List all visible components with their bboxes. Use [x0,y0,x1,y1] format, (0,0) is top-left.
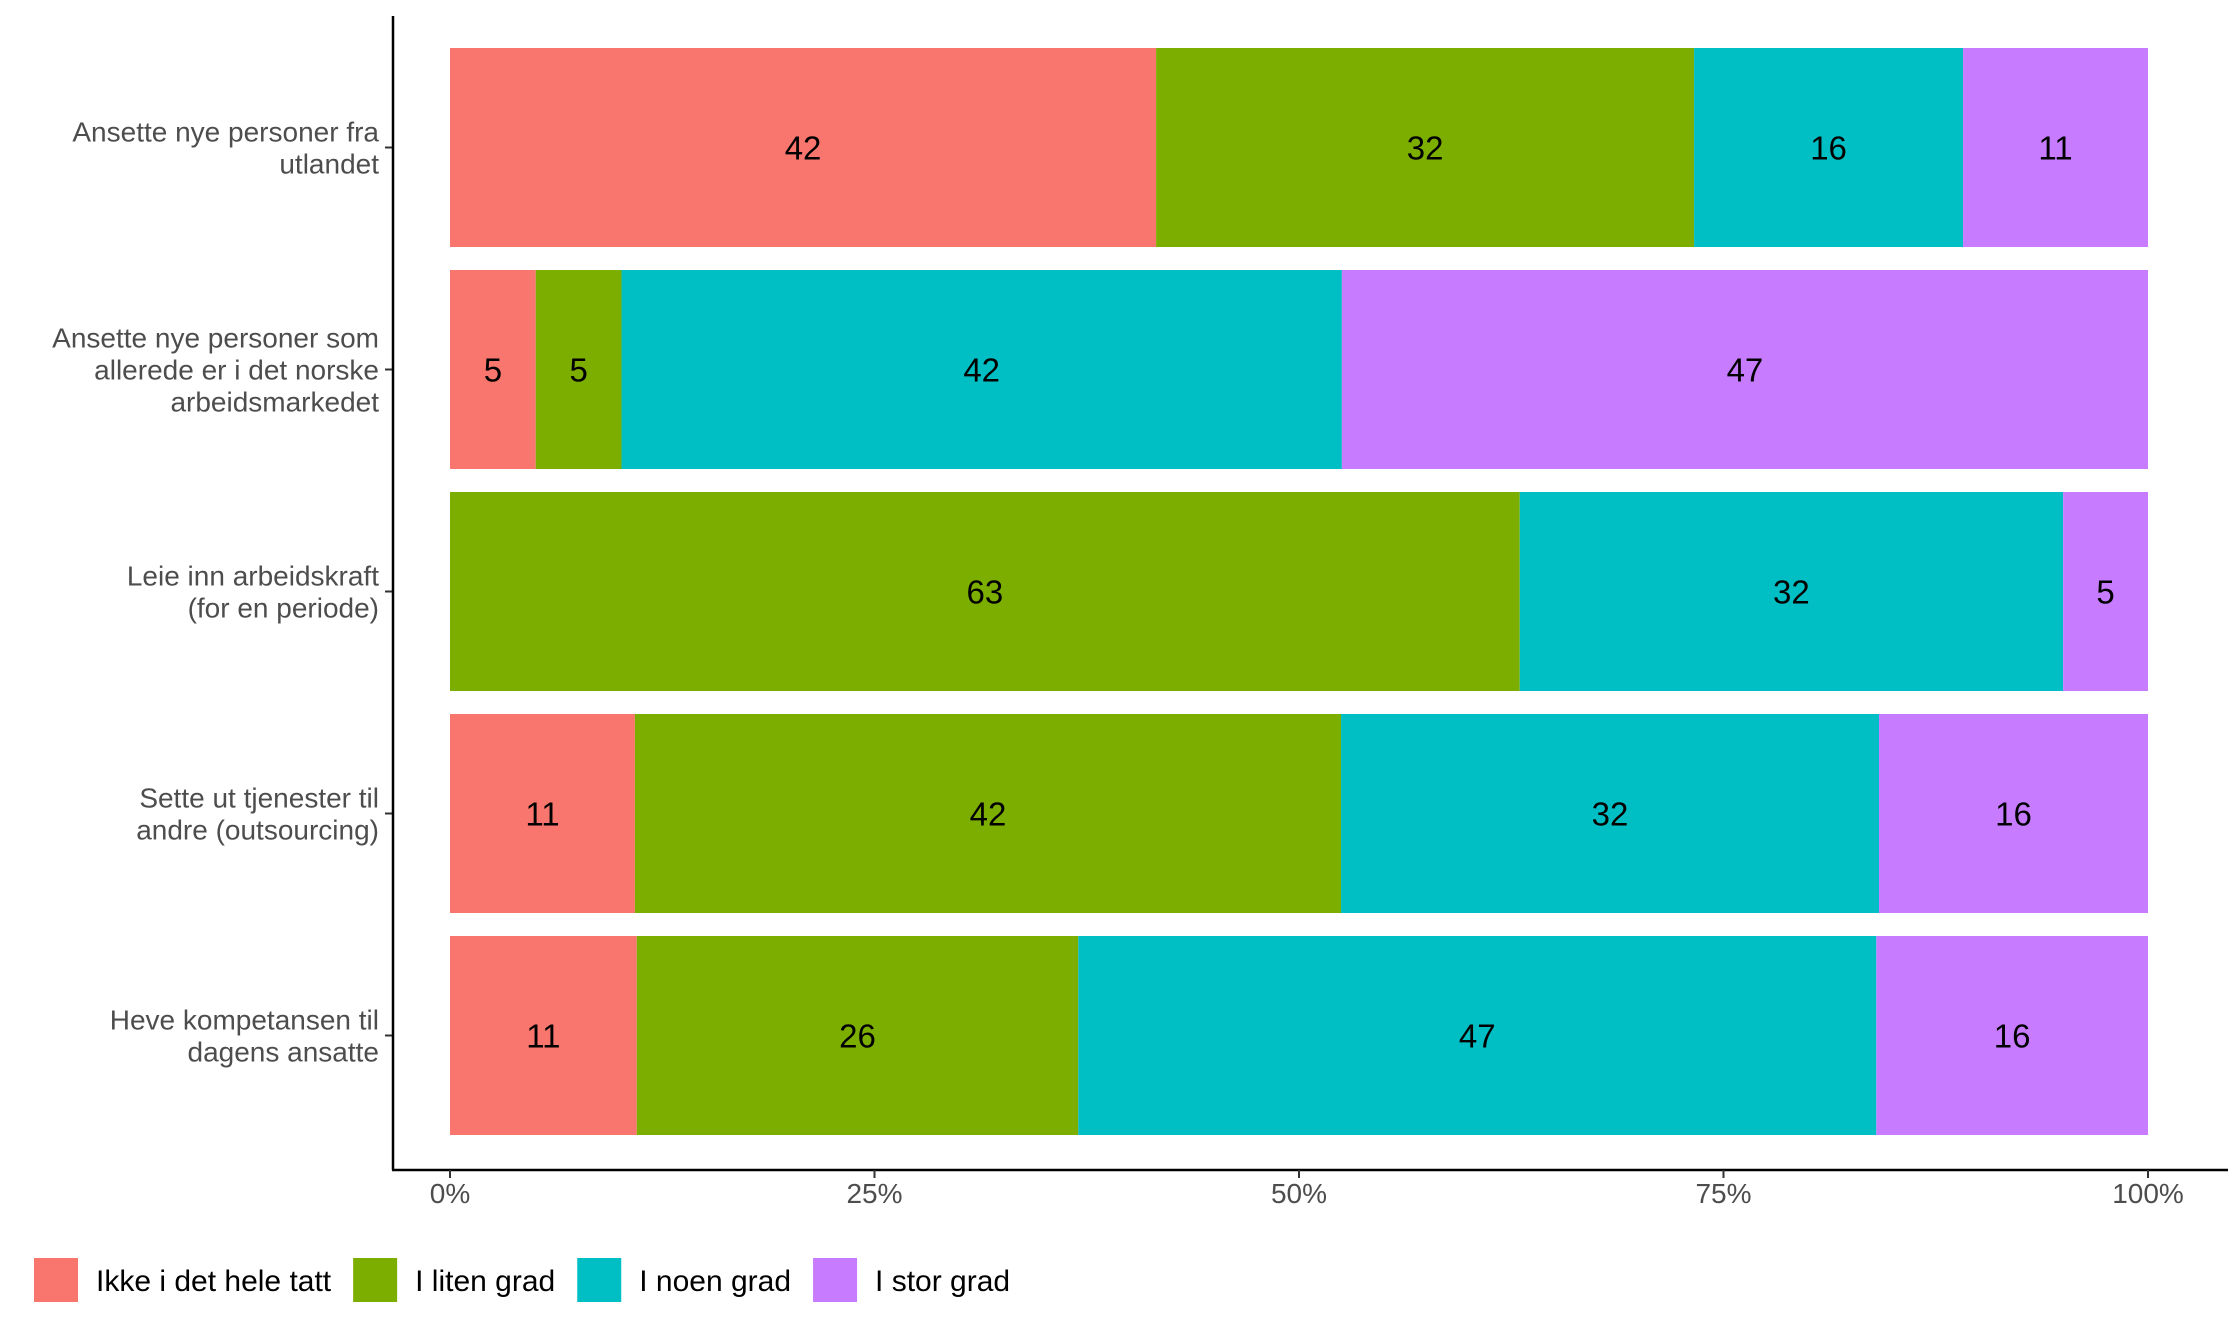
bar-segment [1963,48,2148,247]
bar-segment [621,270,1342,469]
category-label: Heve kompetansen til dagens ansatte [110,1005,379,1068]
legend-key [813,1258,858,1302]
legend-key [577,1258,622,1302]
data-label: 16 [1995,796,2032,833]
x-tick-label: 75% [1695,1178,1751,1209]
bar-segment [2063,492,2148,691]
bar-segment [1879,714,2148,913]
data-label: 47 [1459,1018,1496,1055]
data-label: 32 [1773,574,1810,611]
bar-segment [450,714,635,913]
data-label: 63 [967,574,1004,611]
legend: Ikke i det hele tatt I liten grad I noen g… [34,1258,1010,1302]
legend-key [353,1258,398,1302]
bar-segment [450,492,1520,691]
data-label: 16 [1810,130,1847,167]
data-label: 47 [1727,352,1764,389]
bar-segment [1876,936,2148,1135]
category-label: Sette ut tjenester til andre (outsourcing… [136,783,379,846]
data-labels-layer: 42 32 16 11 5 5 42 47 63 32 5 11 42 32 16 11 26 47 16 [484,130,2115,1055]
x-tick-label: 25% [846,1178,902,1209]
data-label: 42 [785,130,822,167]
data-label: 5 [2096,574,2114,611]
y-axis-labels: Ansette nye personer fra utlandet Ansette … [52,117,393,1068]
legend-label: Ikke i det hele tatt [96,1265,332,1298]
legend-label: I noen grad [639,1265,791,1298]
legend-label: I stor grad [875,1265,1010,1298]
data-label: 5 [569,352,587,389]
data-label: 32 [1407,130,1444,167]
bar-segment [1341,714,1880,913]
data-label: 11 [526,1018,560,1055]
data-label: 11 [2038,130,2072,167]
bar-segment [1694,48,1964,247]
data-label: 42 [963,352,1000,389]
x-axis-ticks: 0% 25% 50% 75% 100% [430,1170,2184,1209]
bar-segment [1519,492,2064,691]
bar-segment [535,270,622,469]
bar-segment [1341,270,2148,469]
data-label: 32 [1592,796,1629,833]
bar-segment [450,48,1157,247]
data-label: 26 [839,1018,876,1055]
data-label: 5 [484,352,502,389]
legend-label: I liten grad [415,1265,555,1298]
legend-key [34,1258,78,1302]
category-label: Ansette nye personer som allerede er i de… [52,323,379,418]
x-tick-label: 0% [430,1178,470,1209]
x-tick-label: 100% [2112,1178,2184,1209]
bar-segment [1156,48,1695,247]
bar-segment [636,936,1079,1135]
category-label: Leie inn arbeidskraft (for en periode) [127,561,379,624]
data-label: 16 [1994,1018,2031,1055]
bar-segment [1078,936,1877,1135]
data-label: 42 [970,796,1007,833]
bar-segment [450,270,536,469]
bar-segment [450,936,637,1135]
x-tick-label: 50% [1271,1178,1327,1209]
bar-segment [634,714,1342,913]
bars-layer [450,48,2148,1135]
category-label: Ansette nye personer fra utlandet [72,117,379,180]
data-label: 11 [525,796,559,833]
